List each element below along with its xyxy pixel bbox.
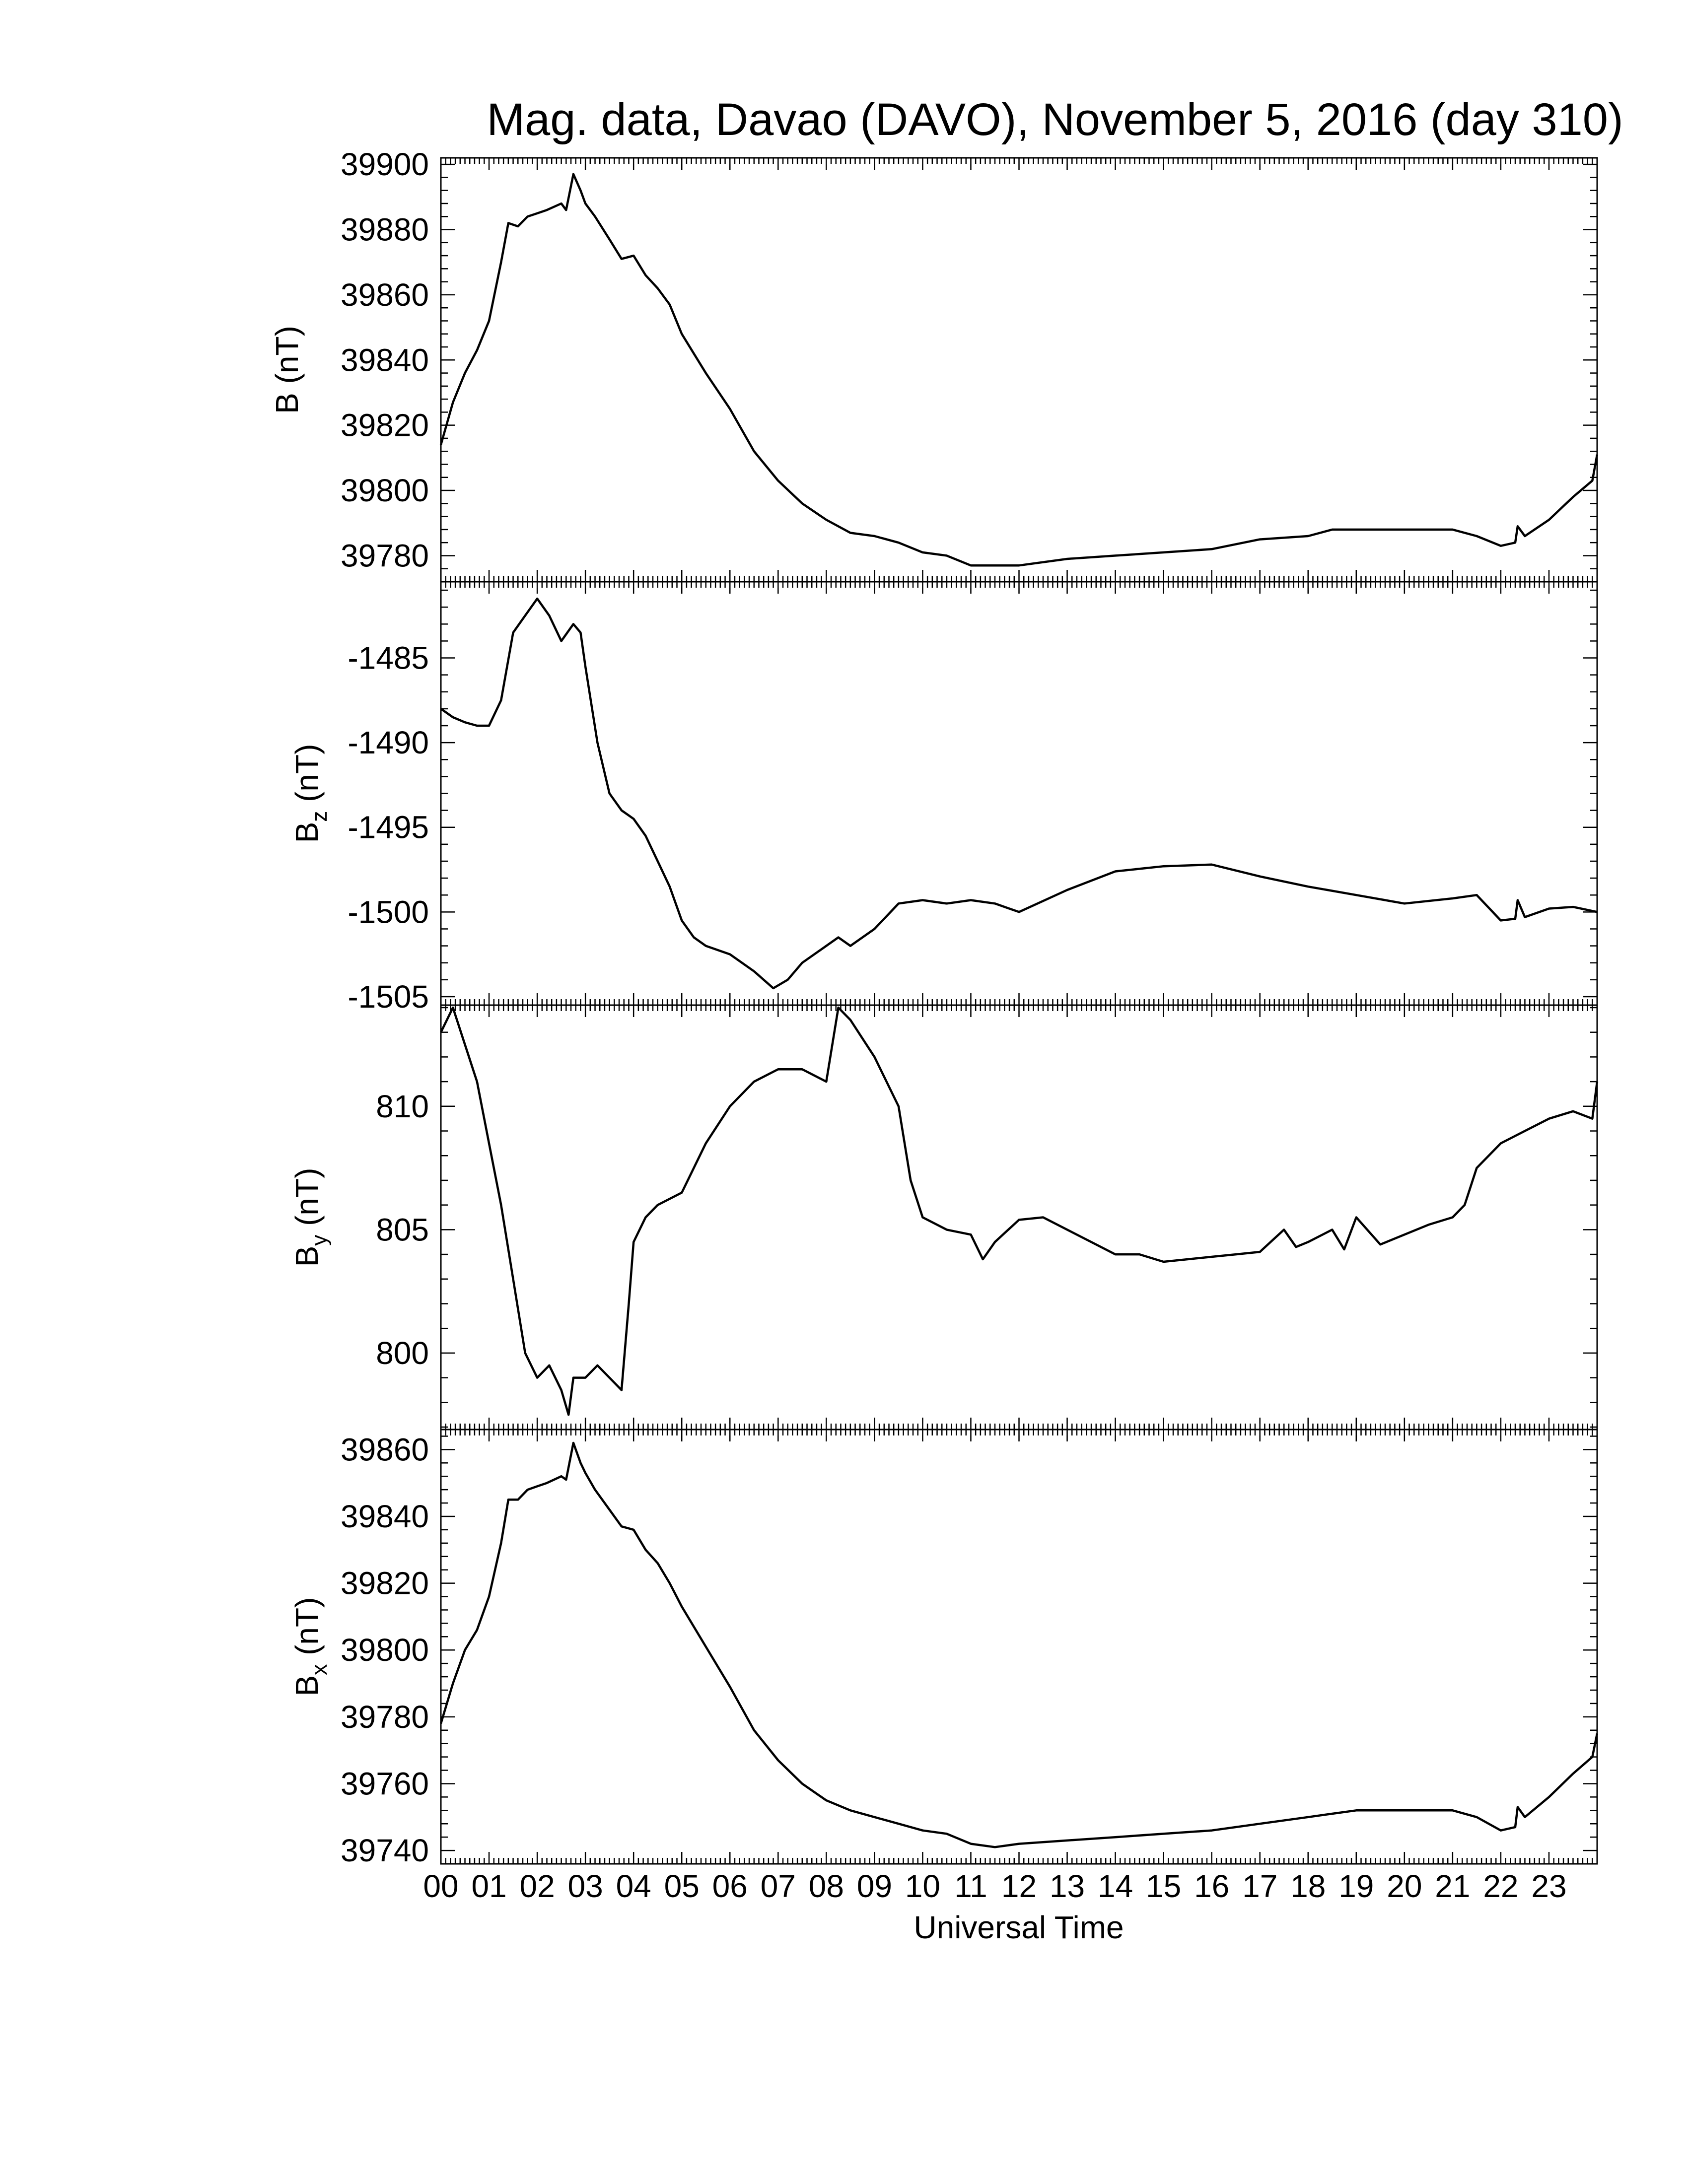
series-line-panel-1 xyxy=(439,173,1599,567)
x-tick-label: 16 xyxy=(1194,1868,1229,1904)
y-tick-label: 805 xyxy=(376,1212,429,1247)
y-tick-label: -1500 xyxy=(348,894,429,930)
panel-frame xyxy=(440,581,1598,1006)
x-tick-label: 15 xyxy=(1146,1868,1181,1904)
y-tick-label: 39860 xyxy=(341,1432,429,1467)
y-tick-label: 39860 xyxy=(341,277,429,313)
y-tick-label: 800 xyxy=(376,1335,429,1371)
y-tick-label: 39840 xyxy=(341,1499,429,1534)
x-tick-label: 20 xyxy=(1387,1868,1422,1904)
y-axis-label: By (nT) xyxy=(289,1168,332,1267)
y-tick-label: 39800 xyxy=(341,473,429,508)
y-axis-label: Bx (nT) xyxy=(289,1597,332,1697)
x-tick-label: 14 xyxy=(1098,1868,1133,1904)
y-tick-label: 39820 xyxy=(341,1566,429,1601)
panel-frame xyxy=(440,1429,1598,1865)
y-axis-label-subscript: z xyxy=(307,811,332,822)
x-tick-label: 12 xyxy=(1001,1868,1037,1904)
panel-4: 39740 39760 39780 39800 39820 39840 39860 Bx (n… xyxy=(289,1429,1599,1868)
y-tick-label: 39840 xyxy=(341,342,429,378)
y-axis-label-unit: (nT) xyxy=(289,1168,325,1235)
x-tick-label: 21 xyxy=(1435,1868,1470,1904)
panel-2: -1505 -1500 -1495 -1490 -1485 Bz (nT) xyxy=(289,581,1598,1015)
x-axis-label: Universal Time xyxy=(914,1910,1124,1945)
x-tick-label: 08 xyxy=(809,1868,844,1904)
x-tick-label: 10 xyxy=(905,1868,940,1904)
y-axis-label-unit: (nT) xyxy=(269,326,305,393)
y-tick-label: 39740 xyxy=(341,1833,429,1868)
x-tick-label: 19 xyxy=(1338,1868,1374,1904)
x-tick-label: 23 xyxy=(1531,1868,1566,1904)
x-tick-label: 00 xyxy=(423,1868,458,1904)
x-tick-label: 07 xyxy=(761,1868,796,1904)
x-tick-label: 17 xyxy=(1242,1868,1277,1904)
y-axis-label: B (nT) xyxy=(269,326,305,414)
x-tick-label: 03 xyxy=(568,1868,603,1904)
y-axis-label-main: B xyxy=(289,1246,325,1267)
y-tick-label: 39780 xyxy=(341,1699,429,1735)
y-tick-label: 39900 xyxy=(341,146,429,182)
y-axis-label-subscript: x xyxy=(307,1664,332,1675)
y-tick-label: -1495 xyxy=(348,810,429,845)
y-tick-label: -1490 xyxy=(348,725,429,760)
x-tick-label: 02 xyxy=(519,1868,555,1904)
panels-group: 39780 39800 39820 39840 39860 39880 39900 B (nT… xyxy=(269,146,1599,1868)
y-axis-label-main: B xyxy=(289,822,325,843)
x-tick-label: 04 xyxy=(616,1868,651,1904)
y-axis-label-main: B xyxy=(269,393,305,414)
x-tick-label: 09 xyxy=(857,1868,892,1904)
y-tick-label: 810 xyxy=(376,1089,429,1124)
y-axis-label-main: B xyxy=(289,1675,325,1697)
y-tick-label: 39880 xyxy=(341,212,429,248)
y-tick-label: -1485 xyxy=(348,640,429,676)
x-tick-label: 06 xyxy=(712,1868,748,1904)
x-tick-label: 13 xyxy=(1050,1868,1085,1904)
panel-frame xyxy=(440,157,1598,583)
panel-frame xyxy=(440,1004,1598,1431)
y-axis-label-unit: (nT) xyxy=(289,1597,325,1664)
series-line-panel-4 xyxy=(439,1441,1599,1848)
y-tick-label: 39780 xyxy=(341,538,429,573)
y-tick-label: -1505 xyxy=(348,979,429,1015)
series-line-panel-3 xyxy=(439,1006,1599,1416)
panel-1: 39780 39800 39820 39840 39860 39880 39900 B (nT… xyxy=(269,146,1599,583)
panel-3: 800 805 810 By (nT) xyxy=(289,1004,1599,1431)
chart-title: Mag. data, Davao (DAVO), November 5, 201… xyxy=(487,94,1623,145)
y-axis-label-subscript: y xyxy=(307,1235,332,1246)
x-tick-label: 01 xyxy=(471,1868,506,1904)
y-tick-label: 39760 xyxy=(341,1766,429,1801)
y-tick-label: 39800 xyxy=(341,1632,429,1668)
series-line-panel-2 xyxy=(440,597,1598,990)
y-axis-label: Bz (nT) xyxy=(289,744,332,843)
x-tick-label: 22 xyxy=(1483,1868,1518,1904)
x-tick-label: 11 xyxy=(954,1868,987,1904)
x-tick-label: 18 xyxy=(1290,1868,1326,1904)
y-tick-label: 39820 xyxy=(341,408,429,443)
y-axis-label-unit: (nT) xyxy=(289,744,325,811)
x-tick-label: 05 xyxy=(664,1868,700,1904)
x-tick-labels: 00 01 02 03 04 05 06 07 08 09 10 11 12 13 14 15 16 17 18 19… xyxy=(423,1868,1566,1904)
